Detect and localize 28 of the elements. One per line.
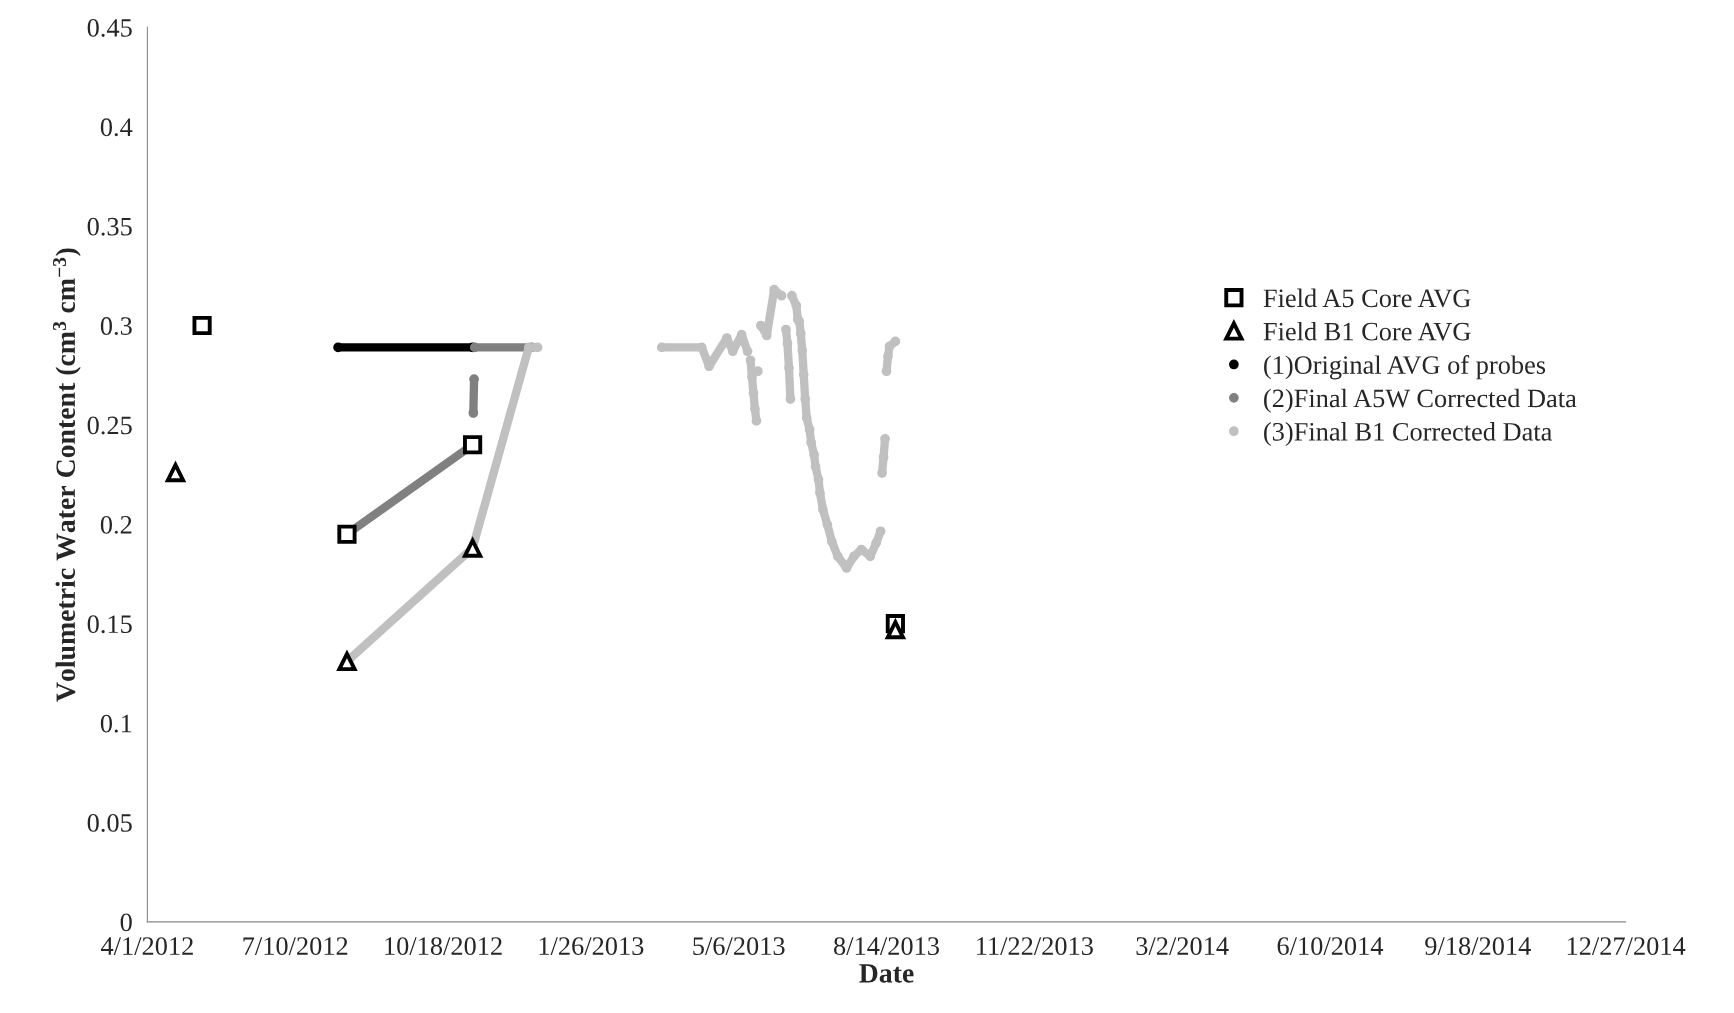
y-tick-label: 0.4 — [100, 118, 133, 137]
x-tick-label: 6/10/2014 — [1277, 937, 1384, 955]
legend-label: Field B1 Core AVG — [1263, 321, 1471, 341]
y-tick-label: 0.2 — [100, 515, 132, 534]
legend-label: (1)Original AVG of probes — [1264, 355, 1546, 380]
x-tick-label: 12/27/2014 — [1567, 937, 1686, 955]
y-tick-label: 0.45 — [87, 18, 132, 37]
legend-label: (2)Final A5W Corrected Data — [1264, 388, 1577, 413]
x-tick-label: 5/6/2013 — [693, 937, 785, 955]
legend-label: Field A5 Core AVG — [1263, 288, 1471, 308]
x-axis-title: Date — [859, 964, 914, 983]
y-tick-label: 0.05 — [87, 814, 132, 832]
x-tick-label: 8/14/2013 — [834, 937, 939, 955]
x-tick-label: 11/22/2013 — [977, 937, 1093, 955]
x-tick-label: 9/18/2014 — [1425, 937, 1531, 955]
y-tick-label: 0.25 — [87, 416, 132, 435]
y-tick-label: 0.1 — [100, 714, 132, 733]
y-tick-label: 0.35 — [87, 217, 132, 236]
x-tick-label: 3/2/2014 — [1136, 937, 1229, 955]
x-tick-label: 10/18/2012 — [385, 937, 502, 955]
y-tick-label: 0 — [120, 913, 132, 932]
y-tick-label: 0.3 — [100, 317, 132, 336]
x-tick-label: 1/26/2013 — [539, 937, 644, 955]
y-axis-title: Volumetric Water Content (cm$^{3}$ cm$^{−3}$) — [53, 248, 81, 702]
y-tick-label: 0.15 — [87, 615, 132, 634]
x-tick-label: 7/10/2012 — [243, 937, 348, 955]
legend-label: (3)Final B1 Corrected Data — [1264, 422, 1552, 447]
x-tick-label: 4/1/2012 — [100, 937, 193, 955]
